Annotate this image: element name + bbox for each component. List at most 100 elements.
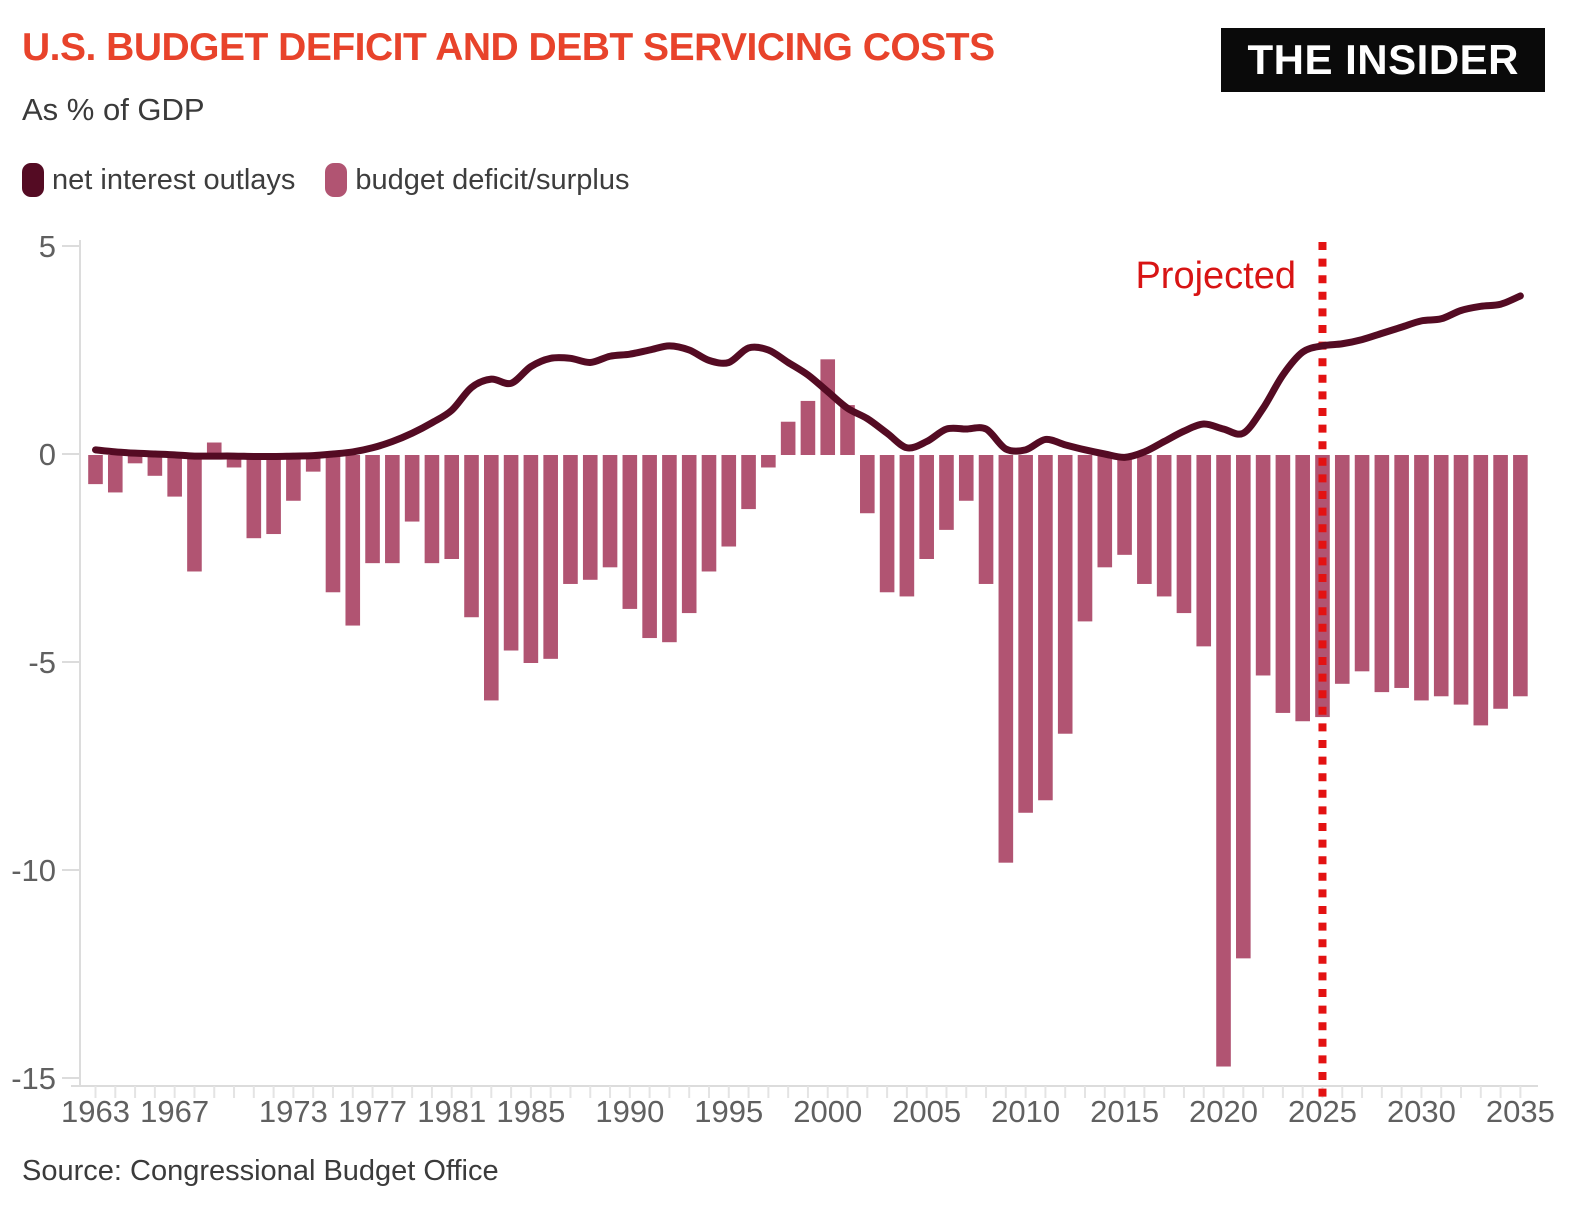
legend-item-deficit: budget deficit/surplus (325, 163, 629, 197)
bar-1977 (365, 455, 380, 564)
legend: net interest outlays budget deficit/surp… (22, 163, 629, 197)
bar-2021 (1236, 455, 1251, 959)
bar-2028 (1374, 455, 1390, 693)
legend-label-deficit: budget deficit/surplus (355, 163, 630, 196)
bar-2016 (1137, 455, 1152, 584)
x-tick-label-1973: 1973 (259, 1094, 328, 1129)
bar-1980 (424, 455, 440, 564)
bar-2010 (1018, 455, 1033, 813)
bar-2003 (879, 455, 895, 593)
bar-2024 (1295, 455, 1310, 722)
y-tick-label-0: 0 (39, 437, 56, 472)
x-tick-label-2020: 2020 (1189, 1094, 1258, 1129)
y-tick-label--15: -15 (11, 1061, 56, 1096)
bar-1982 (464, 455, 479, 618)
bar-1997 (761, 455, 776, 468)
bar-2009 (998, 455, 1014, 863)
bar-1965 (127, 455, 143, 464)
bar-2022 (1255, 455, 1271, 676)
x-tick-label-1981: 1981 (417, 1094, 486, 1129)
projected-label: Projected (1135, 255, 1296, 297)
x-tick-label-2005: 2005 (892, 1094, 961, 1129)
y-tick-label-5: 5 (39, 229, 56, 264)
x-tick-label-1995: 1995 (694, 1094, 763, 1129)
chart-title: U.S. BUDGET DEFICIT AND DEBT SERVICING C… (22, 26, 995, 69)
bar-1964 (107, 455, 123, 493)
bar-1985 (523, 455, 539, 663)
bar-2019 (1196, 455, 1212, 647)
bar-2023 (1275, 455, 1291, 713)
bar-2029 (1394, 455, 1409, 688)
x-tick-label-2010: 2010 (991, 1094, 1060, 1129)
chart-subtitle: As % of GDP (22, 92, 205, 127)
bar-1963 (88, 455, 103, 485)
bar-2020 (1216, 455, 1231, 1067)
bar-1988 (582, 455, 598, 580)
bar-2011 (1038, 455, 1053, 801)
deficit-swatch-icon (325, 163, 348, 197)
bar-1984 (503, 455, 519, 651)
x-tick-label-1963: 1963 (61, 1094, 130, 1129)
bar-1981 (444, 455, 460, 559)
bar-2035 (1513, 455, 1528, 697)
legend-item-net-interest: net interest outlays (22, 163, 295, 197)
bar-2000 (820, 359, 836, 455)
net-interest-swatch-icon (22, 163, 44, 197)
bar-1968 (187, 455, 202, 572)
bar-1998 (780, 421, 796, 455)
bar-1989 (602, 455, 618, 568)
bar-1976 (345, 455, 361, 626)
bar-2031 (1433, 455, 1449, 697)
bar-1993 (681, 455, 697, 614)
bar-2008 (978, 455, 994, 584)
bar-1994 (701, 455, 717, 572)
bar-2032 (1453, 455, 1469, 705)
bar-1996 (741, 455, 756, 510)
bar-1987 (563, 455, 578, 584)
bar-1986 (543, 455, 558, 659)
bar-1967 (167, 455, 182, 497)
legend-label-net-interest: net interest outlays (52, 163, 296, 196)
bar-2006 (939, 455, 954, 530)
bar-2018 (1176, 455, 1192, 614)
bar-2002 (860, 455, 875, 514)
source-note: Source: Congressional Budget Office (22, 1155, 499, 1187)
x-tick-label-1985: 1985 (496, 1094, 565, 1129)
x-tick-label-1990: 1990 (595, 1094, 664, 1129)
bar-2030 (1414, 455, 1429, 701)
publisher-logo-text: THE INSIDER (1247, 36, 1519, 83)
y-tick-label--5: -5 (28, 645, 56, 680)
bar-1991 (642, 455, 657, 639)
bar-1975 (325, 455, 341, 593)
bar-2012 (1057, 455, 1073, 734)
x-tick-label-2015: 2015 (1090, 1094, 1159, 1129)
bar-2034 (1493, 455, 1508, 709)
bar-2027 (1354, 455, 1370, 672)
x-tick-label-2030: 2030 (1387, 1094, 1456, 1129)
x-tick-label-2035: 2035 (1486, 1094, 1555, 1129)
bar-2033 (1473, 455, 1489, 726)
bar-1990 (622, 455, 638, 609)
bar-2007 (958, 455, 974, 501)
deficit-bars (88, 359, 1528, 1067)
bar-1983 (484, 455, 499, 701)
x-tick-label-1967: 1967 (140, 1094, 209, 1129)
bar-1969 (206, 442, 222, 455)
bar-2004 (899, 455, 915, 597)
bar-2001 (840, 405, 855, 455)
y-tick-label--10: -10 (11, 853, 56, 888)
x-tick-label-1977: 1977 (338, 1094, 407, 1129)
bar-2005 (919, 455, 934, 559)
net-interest-line (92, 292, 1524, 461)
bar-1999 (800, 400, 816, 455)
x-tick-label-2025: 2025 (1288, 1094, 1357, 1129)
bar-1971 (246, 455, 262, 539)
bar-1966 (147, 455, 163, 476)
bar-1973 (286, 455, 301, 501)
publisher-logo: THE INSIDER (1221, 28, 1545, 92)
bar-2017 (1156, 455, 1172, 597)
bar-1979 (404, 455, 420, 522)
